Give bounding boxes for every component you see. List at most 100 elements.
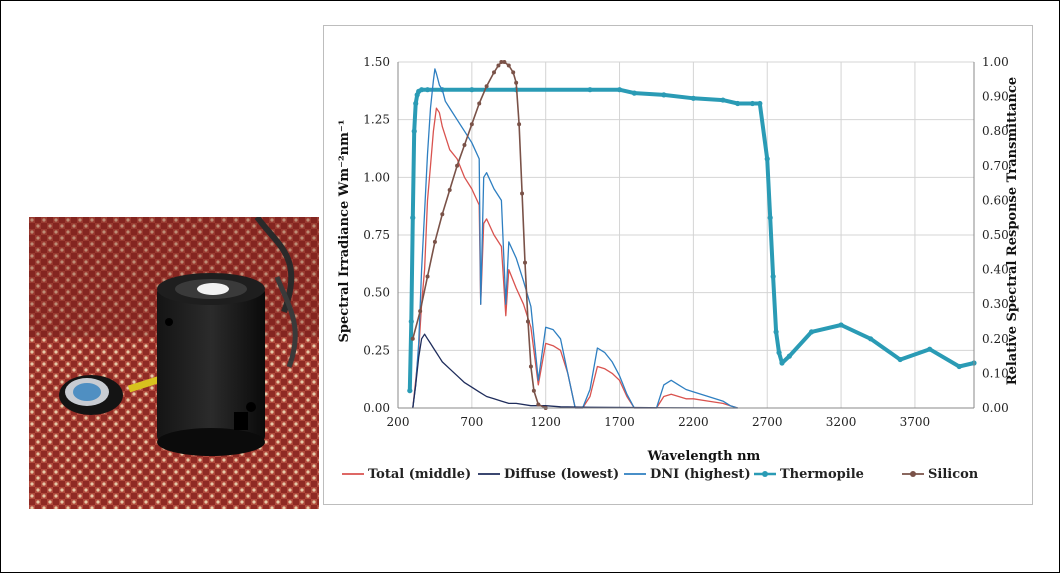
chart-panel: 0.00 0.25 0.50 0.75 1.00 1.25 1.50 0.00 0.10 0.20… [323,25,1033,505]
y-tick-left-5: 1.25 [363,113,390,127]
point-silicon-15 [506,63,511,68]
point-thermopile-26 [779,360,785,366]
y-tick-right-8: 0.80 [982,124,1009,138]
x-tick-4: 2200 [678,415,709,429]
point-silicon-6 [455,163,460,168]
point-thermopile-14 [631,90,637,96]
spectral-chart: 0.00 0.25 0.50 0.75 1.00 1.25 1.50 0.00 0.10 0.20… [337,55,1020,482]
point-thermopile-24 [773,329,779,335]
y-tick-right-5: 0.50 [982,228,1009,242]
grid [397,61,974,409]
point-silicon-0 [410,336,415,341]
point-thermopile-21 [764,156,770,162]
point-silicon-24 [536,402,541,407]
x-tick-0: 200 [387,415,410,429]
point-thermopile-10 [469,87,475,93]
point-thermopile-30 [868,336,874,342]
point-silicon-5 [447,188,452,193]
legend-label-thermopile: Thermopile [780,467,864,482]
point-thermopile-4 [413,100,419,107]
point-silicon-7 [462,143,467,148]
point-thermopile-19 [749,100,756,107]
legend-label-diffuse-lowest: Diffuse (lowest) [504,467,619,482]
point-silicon-11 [492,70,496,75]
point-thermopile-1 [408,318,414,325]
point-silicon-4 [440,212,445,217]
point-thermopile-17 [720,97,726,103]
point-silicon-2 [425,274,430,279]
point-thermopile-8 [424,87,431,93]
point-thermopile-25 [776,350,782,356]
y-axis-title-left: Spectral Irradiance Wm⁻²nm⁻¹ [337,120,352,343]
x-tick-5: 2700 [752,415,783,429]
series-layer [407,60,977,410]
axes: 0.00 0.25 0.50 0.75 1.00 1.25 1.50 0.00 0.10 0.20… [363,55,1008,429]
point-thermopile-15 [661,92,667,98]
point-thermopile-29 [838,322,844,328]
point-thermopile-18 [735,100,741,107]
series-line-silicon [412,61,547,409]
point-silicon-23 [531,388,536,393]
y-tick-right-0: 0.00 [982,401,1009,415]
point-thermopile-13 [616,87,623,93]
point-silicon-3 [432,239,437,244]
x-tick-1: 700 [460,415,483,429]
x-axis-title: Wavelength nm [647,449,761,464]
point-silicon-17 [514,80,519,85]
legend: Total (middle) Diffuse (lowest) DNI (highe… [342,467,979,482]
y-tick-right-1: 0.10 [982,366,1009,380]
point-thermopile-28 [808,329,815,335]
point-silicon-10 [484,84,489,89]
legend-label-total-middle: Total (middle) [368,467,471,482]
y-axis-title-right: Relative Spectral Response Transmittance [1005,77,1020,385]
pyranometer-photo [29,217,319,509]
point-thermopile-3 [411,128,417,134]
y-tick-left-6: 1.50 [363,55,390,69]
series-line-diffuse-lowest [412,333,738,409]
point-silicon-1 [418,309,423,314]
y-tick-left-1: 0.25 [363,343,390,357]
point-thermopile-20 [757,100,763,107]
x-tick-7: 3700 [900,415,931,429]
point-thermopile-23 [770,273,776,280]
series-line-total-middle [412,107,738,409]
point-thermopile-7 [419,87,425,93]
point-silicon-18 [517,122,522,127]
legend-label-silicon: Silicon [928,467,979,482]
y-tick-right-6: 0.60 [982,193,1009,207]
y-tick-right-7: 0.70 [982,159,1009,173]
y-tick-right-9: 0.90 [982,90,1009,104]
point-silicon-21 [525,319,530,324]
point-silicon-12 [496,63,501,68]
y-tick-left-3: 0.75 [363,228,390,242]
point-silicon-9 [477,101,482,106]
point-thermopile-16 [690,95,696,101]
legend-marker-thermopile [762,471,768,477]
point-thermopile-22 [767,215,773,221]
y-tick-left-0: 0.00 [363,401,390,415]
y-tick-right-4: 0.40 [982,263,1009,277]
point-silicon-22 [528,364,533,369]
x-tick-3: 1700 [604,415,635,429]
point-silicon-8 [469,122,474,127]
point-silicon-19 [520,191,525,196]
point-thermopile-31 [897,356,903,363]
point-thermopile-12 [587,87,593,93]
point-silicon-14 [502,60,507,64]
series-line-thermopile [407,87,975,391]
y-tick-right-2: 0.20 [982,332,1009,346]
x-tick-6: 3200 [826,415,857,429]
x-tick-2: 1200 [530,415,561,429]
point-silicon-16 [511,70,516,75]
point-thermopile-0 [407,388,413,394]
point-silicon-20 [523,260,528,265]
point-thermopile-27 [786,353,792,359]
point-silicon-13 [499,60,504,64]
point-thermopile-33 [956,363,962,370]
point-thermopile-32 [927,346,933,352]
legend-marker-silicon [910,471,916,477]
point-thermopile-2 [410,215,416,221]
y-tick-right-10: 1.00 [982,55,1009,69]
legend-label-dni-highest: DNI (highest) [650,467,751,482]
